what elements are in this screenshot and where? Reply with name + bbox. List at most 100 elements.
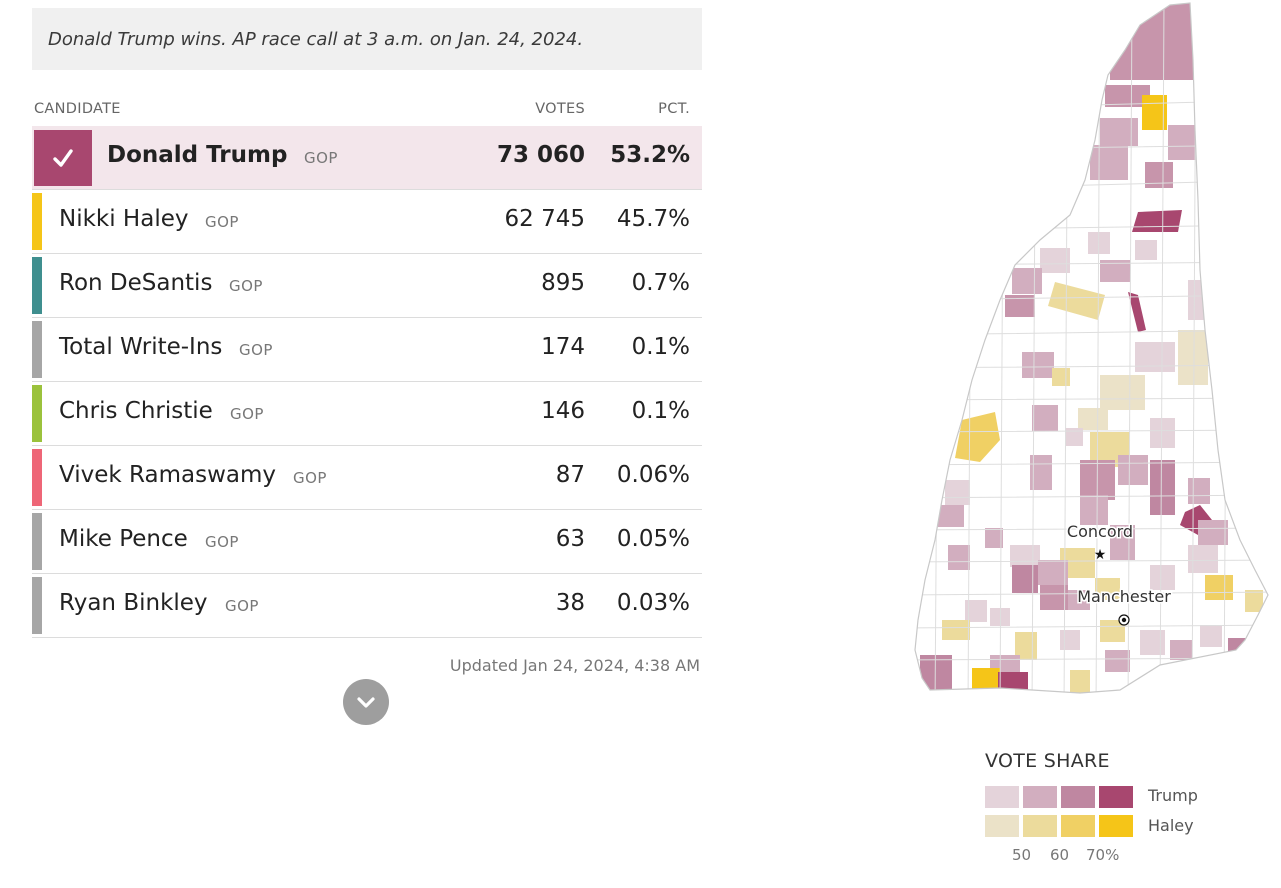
town (1178, 330, 1208, 385)
town (1052, 368, 1070, 386)
town (1132, 210, 1182, 232)
candidate-party: GOP (229, 277, 263, 295)
town (998, 672, 1028, 693)
town (1060, 630, 1080, 650)
star-icon: ★ (1094, 547, 1107, 563)
town (1100, 620, 1125, 642)
candidate-name: Total Write-Ins (59, 334, 223, 360)
town (1070, 670, 1090, 693)
candidate-pct: 45.7% (616, 206, 690, 232)
town (1150, 418, 1175, 448)
candidate-color-bar (32, 193, 42, 250)
town (1015, 632, 1037, 660)
candidate-name: Vivek Ramaswamy (59, 462, 276, 488)
town (1048, 282, 1105, 320)
candidate-party: GOP (205, 213, 239, 231)
town (1038, 560, 1068, 585)
town (972, 668, 1000, 693)
race-call-text: Donald Trump wins. AP race call at 3 a.m… (48, 28, 584, 50)
candidate-pct: 0.1% (631, 398, 690, 424)
candidate-name: Ryan Binkley (59, 590, 208, 616)
town (1022, 352, 1054, 378)
town (955, 412, 1000, 462)
candidate-color-bar (32, 577, 42, 634)
table-row: Ryan Binkley GOP 38 0.03% (32, 574, 702, 638)
candidate-pct: 53.2% (610, 142, 690, 168)
candidate-votes: 174 (541, 334, 585, 360)
town (1150, 565, 1175, 590)
candidate-pct: 0.1% (631, 334, 690, 360)
town (1140, 630, 1165, 655)
legend-tick: 50 (1012, 846, 1032, 864)
town (1010, 545, 1040, 567)
candidate-color-bar (32, 513, 42, 570)
race-call-banner: Donald Trump wins. AP race call at 3 a.m… (32, 8, 702, 70)
header-candidate: CANDIDATE (34, 101, 121, 117)
town (1105, 85, 1150, 107)
town (938, 505, 964, 527)
nh-town-map: Concord ★ Manchester (914, 2, 1269, 694)
town (965, 600, 987, 622)
table-row: Ron DeSantis GOP 895 0.7% (32, 254, 702, 318)
town (1095, 578, 1120, 600)
legend-tick: 60 (1050, 846, 1070, 864)
candidate-pct: 0.05% (616, 526, 690, 552)
chevron-down-icon (357, 697, 375, 708)
table-row: Vivek Ramaswamy GOP 87 0.06% (32, 446, 702, 510)
town (1078, 408, 1108, 430)
candidate-votes: 895 (541, 270, 585, 296)
candidate-votes: 146 (541, 398, 585, 424)
candidate-pct: 0.06% (616, 462, 690, 488)
candidate-votes: 87 (555, 462, 585, 488)
city-concord: Concord ★ (1065, 521, 1134, 564)
town (1198, 520, 1228, 545)
town (948, 545, 970, 570)
legend-title: VOTE SHARE (985, 750, 1110, 772)
candidate-color-bar (32, 321, 42, 378)
candidate-pct: 0.03% (616, 590, 690, 616)
legend-swatch-trump (985, 786, 1019, 808)
candidate-party: GOP (230, 405, 264, 423)
candidate-name: Chris Christie (59, 398, 213, 424)
town (1245, 590, 1263, 612)
candidate-name: Donald Trump (107, 142, 288, 168)
candidate-votes: 62 745 (504, 206, 585, 232)
legend-swatch-trump (1061, 786, 1095, 808)
town (1150, 460, 1175, 515)
candidate-color-bar (32, 385, 42, 442)
candidate-votes: 63 (555, 526, 585, 552)
town (1200, 625, 1222, 647)
results-table: CANDIDATE VOTES PCT. Donald Trump GOP 73 0… (32, 92, 702, 638)
town (1005, 295, 1035, 317)
vote-share-legend: VOTE SHARE Trump Haley 50 60 70% (985, 748, 1245, 878)
town (1128, 292, 1146, 332)
town (1032, 405, 1058, 431)
legend-trump-label: Trump (1148, 786, 1198, 805)
header-votes: VOTES (535, 101, 585, 117)
candidate-name: Mike Pence (59, 526, 188, 552)
town (985, 528, 1003, 548)
town (1065, 428, 1083, 446)
legend-swatch-haley (985, 815, 1019, 837)
candidate-party: GOP (205, 533, 239, 551)
state-outline (914, 2, 1269, 694)
town (1068, 590, 1090, 610)
table-row: Donald Trump GOP 73 060 53.2% (32, 126, 702, 190)
town (1110, 525, 1135, 560)
city-label-manchester: Manchester (1077, 587, 1171, 606)
candidate-color-bar (32, 257, 42, 314)
town (1135, 240, 1157, 260)
updated-timestamp: Updated Jan 24, 2024, 4:38 AM (449, 656, 700, 675)
header-pct: PCT. (658, 101, 690, 117)
dot-icon-center (1121, 617, 1127, 623)
town (1188, 478, 1210, 504)
town (1100, 118, 1138, 146)
legend-haley-label: Haley (1148, 816, 1194, 835)
town (1080, 495, 1108, 525)
town (1012, 565, 1038, 593)
candidate-party: GOP (304, 149, 338, 167)
candidate-party: GOP (225, 597, 259, 615)
town (1040, 585, 1068, 610)
expand-results-button[interactable] (343, 679, 389, 725)
legend-swatch-trump (1099, 786, 1133, 808)
